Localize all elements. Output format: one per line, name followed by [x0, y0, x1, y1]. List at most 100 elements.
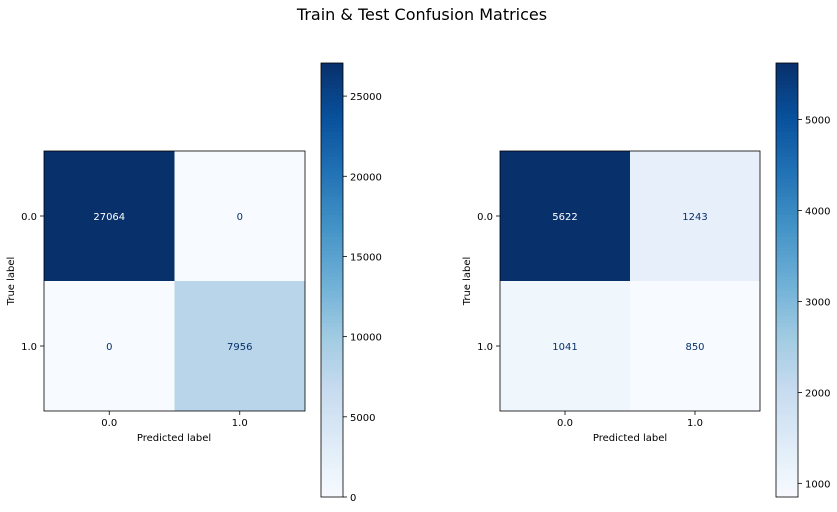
colorbar-segment [776, 189, 798, 194]
colorbar-segment [321, 363, 343, 368]
cell-value-1-1: 7956 [227, 342, 252, 353]
colorbar-segment [321, 352, 343, 357]
colorbar-segment [321, 276, 343, 281]
colorbar-segment [321, 196, 343, 202]
colorbar-train: 0 5000 10000 15000 20000 25000 [320, 62, 382, 504]
colorbar-segment [321, 207, 343, 212]
colorbar-segment [321, 446, 343, 451]
colorbar-segment [776, 359, 798, 364]
colorbar-segment [321, 410, 343, 415]
colorbar-segment [776, 77, 798, 82]
colorbar-segment [776, 471, 798, 476]
colorbar-tick-label: 15000 [350, 252, 382, 263]
colorbar-tick-label: 20000 [350, 172, 382, 183]
colorbar-segment [321, 464, 343, 469]
cell-1-1 [174, 281, 305, 411]
colorbar-segment [776, 442, 798, 447]
colorbar-segment [321, 305, 343, 310]
ylabel-test: True label [462, 257, 473, 307]
colorbar-segment [776, 370, 798, 375]
colorbar-segment [776, 265, 798, 270]
colorbar-segment [776, 489, 798, 494]
colorbar-segment [321, 402, 343, 408]
colorbar-segment [776, 225, 798, 230]
colorbar-segment [776, 388, 798, 393]
colorbar-segment [321, 218, 343, 223]
colorbar-segment [776, 493, 798, 498]
colorbar-segment [321, 73, 343, 79]
colorbar-segment [776, 269, 798, 274]
colorbar-segment [321, 312, 343, 317]
colorbar-segment [321, 406, 343, 411]
colorbar-segment [776, 374, 798, 379]
colorbar-segment [776, 167, 798, 173]
colorbar-tick-label: 3000 [805, 297, 830, 308]
colorbar-segment [776, 377, 798, 382]
colorbar-segment [321, 113, 343, 118]
x-tick-label: 1.0 [687, 418, 703, 429]
colorbar-segment [321, 189, 343, 194]
colorbar-test: 1000 2000 3000 4000 5000 [775, 62, 830, 498]
colorbar-segment [321, 120, 343, 126]
colorbar-segment [776, 272, 798, 277]
colorbar-segment [321, 77, 343, 82]
colorbar-segment [776, 395, 798, 400]
colorbar-segment [321, 272, 343, 277]
y-tick-label: 1.0 [21, 342, 37, 353]
colorbar-segment [321, 294, 343, 299]
colorbar-segment [321, 229, 343, 234]
colorbar-segment [321, 493, 343, 498]
colorbar-segment [776, 384, 798, 390]
cell-0-1 [630, 151, 760, 281]
colorbar-segment [776, 247, 798, 252]
colorbar-segment [776, 222, 798, 227]
colorbar-segment [776, 102, 798, 107]
colorbar-segment [776, 424, 798, 429]
colorbar-segment [321, 193, 343, 198]
colorbar-segment [776, 66, 798, 71]
confusion-matrix-train: 27064 0 0 7956 0.0 1.0 0.0 1.0 [21, 150, 306, 429]
colorbar-segment [321, 247, 343, 252]
colorbar-segment [776, 84, 798, 89]
colorbar-segment [321, 413, 343, 419]
cell-value-0-0: 5622 [552, 212, 577, 223]
colorbar-segment [776, 366, 798, 372]
colorbar-segment [776, 363, 798, 368]
colorbar-segment [321, 489, 343, 494]
x-tick-label: 0.0 [557, 418, 573, 429]
colorbar-segment [321, 138, 343, 144]
colorbar-segment [776, 120, 798, 126]
colorbar-segment [321, 392, 343, 397]
colorbar-segment [321, 66, 343, 71]
cell-value-0-1: 0 [237, 212, 243, 223]
colorbar-segment [321, 428, 343, 433]
colorbar-segment [321, 486, 343, 491]
colorbar-segment [776, 482, 798, 487]
colorbar-segment [776, 381, 798, 386]
colorbar-segment [321, 319, 343, 324]
colorbar-segment [776, 254, 798, 259]
colorbar-segment [776, 453, 798, 458]
colorbar-segment [321, 421, 343, 426]
colorbar-segment [321, 251, 343, 256]
colorbar-segment [321, 468, 343, 473]
colorbar-segment [776, 171, 798, 176]
colorbar-segment [776, 345, 798, 350]
colorbar-segment [776, 348, 798, 353]
xlabel-test: Predicted label [593, 433, 667, 444]
y-tick-label: 0.0 [21, 212, 37, 223]
colorbar-segment [776, 446, 798, 451]
colorbar-segment [321, 435, 343, 440]
colorbar-tick-label: 5000 [805, 116, 830, 127]
colorbar-segment [776, 113, 798, 118]
colorbar-segment [776, 117, 798, 122]
colorbar-segment [321, 439, 343, 444]
colorbar-segment [776, 211, 798, 216]
colorbar-segment [321, 290, 343, 296]
colorbar-segment [776, 305, 798, 310]
colorbar-segment [321, 287, 343, 292]
colorbar-segment [321, 449, 343, 455]
colorbar-segment [321, 214, 343, 220]
colorbar-segment [321, 160, 343, 165]
